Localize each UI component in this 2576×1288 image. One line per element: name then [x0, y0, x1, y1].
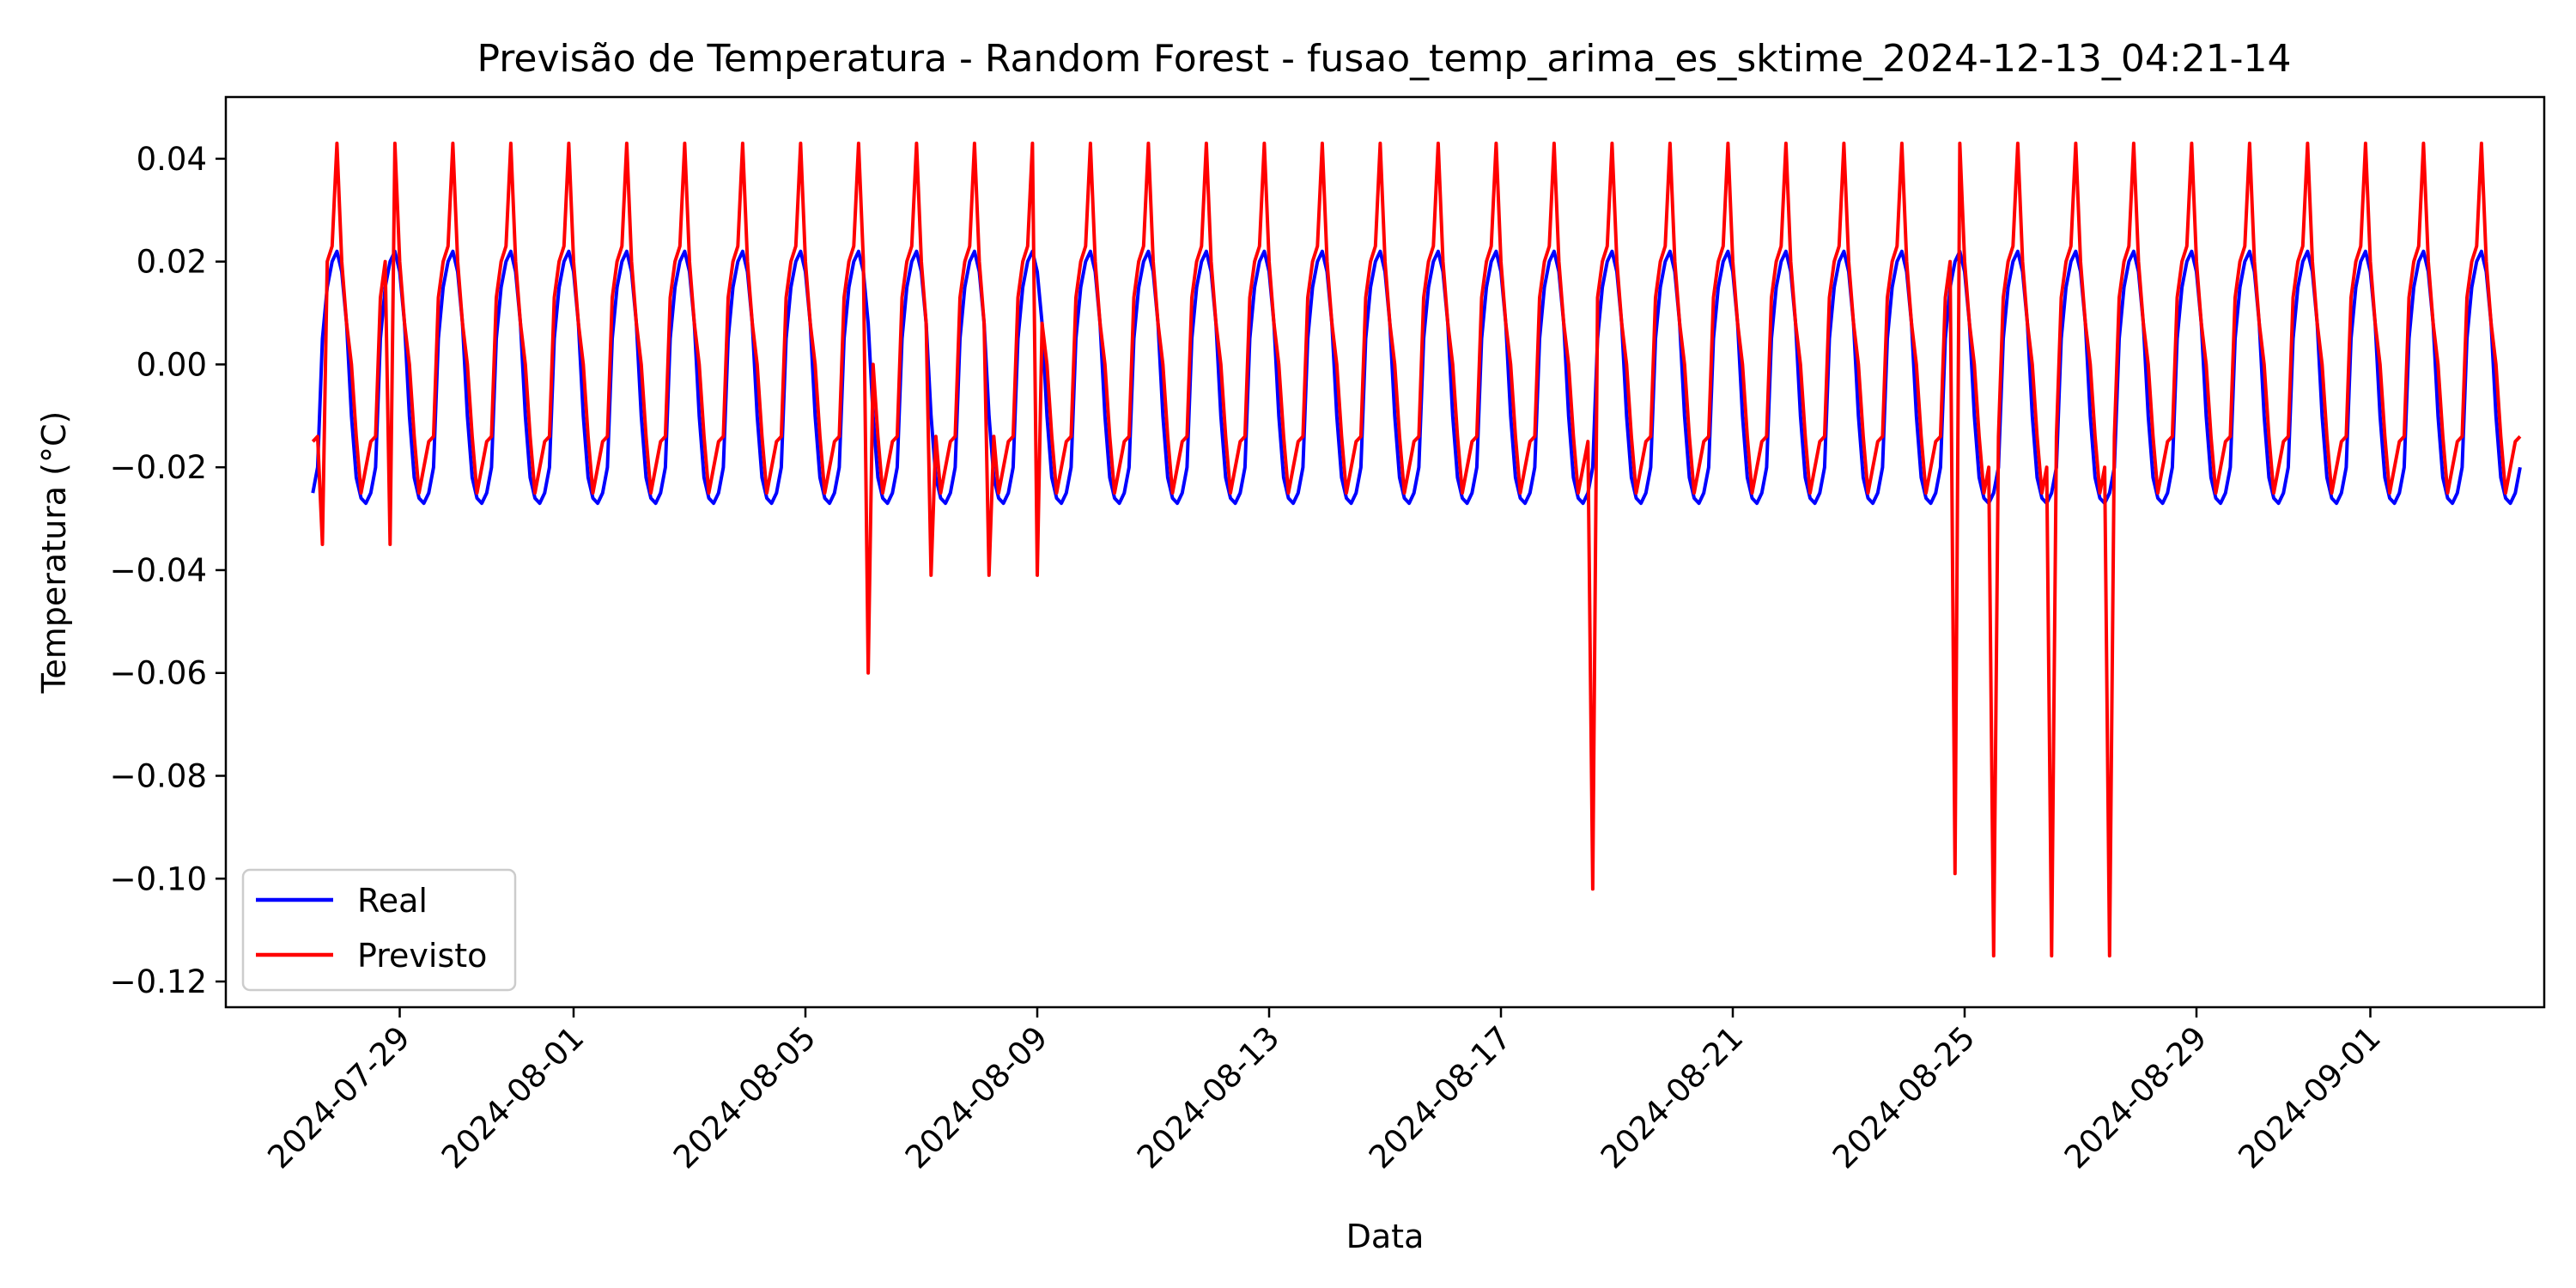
x-tick-label: 2024-08-25 [1826, 1019, 1982, 1176]
x-axis-label: Data [1346, 1218, 1425, 1255]
x-tick-label: 2024-07-29 [260, 1019, 416, 1176]
y-axis-label: Temperatura (°C) [35, 411, 73, 695]
x-tick-label: 2024-08-21 [1594, 1019, 1750, 1176]
plot-frame [224, 95, 2546, 1009]
y-tick-label: −0.06 [110, 655, 207, 692]
series-line-previsto [311, 141, 2522, 958]
y-tick-label: 0.02 [137, 244, 207, 281]
x-axis-ticks: 2024-07-29 2024-08-01 2024-08-05 2024-08-09… [260, 1007, 2388, 1176]
x-tick-label: 2024-09-01 [2231, 1019, 2387, 1176]
series-line-real [311, 249, 2522, 506]
x-tick-label: 2024-08-29 [2057, 1019, 2214, 1176]
y-tick-label: −0.12 [110, 963, 207, 1000]
y-tick-label: 0.00 [137, 346, 207, 383]
y-tick-label: −0.10 [110, 860, 207, 897]
legend-label-real: Real [357, 882, 428, 920]
legend-label-previsto: Previsto [357, 937, 487, 975]
y-tick-label: −0.08 [110, 758, 207, 795]
y-tick-label: −0.02 [110, 449, 207, 486]
x-tick-label: 2024-08-01 [434, 1019, 591, 1176]
y-axis-ticks: 0.04 0.02 0.00 −0.02 −0.04 −0.06 −0.08 −0.10 −0.… [110, 141, 226, 1000]
legend: Real Previsto [241, 868, 517, 992]
x-tick-label: 2024-08-17 [1362, 1019, 1518, 1176]
x-tick-label: 2024-08-05 [666, 1019, 823, 1176]
x-tick-label: 2024-08-09 [898, 1019, 1054, 1176]
plot-lines [311, 141, 2522, 958]
y-tick-label: 0.04 [137, 141, 207, 178]
chart-title: Previsão de Temperatura - Random Forest … [477, 37, 2291, 81]
x-tick-label: 2024-08-13 [1130, 1019, 1286, 1176]
y-tick-label: −0.04 [110, 552, 207, 589]
